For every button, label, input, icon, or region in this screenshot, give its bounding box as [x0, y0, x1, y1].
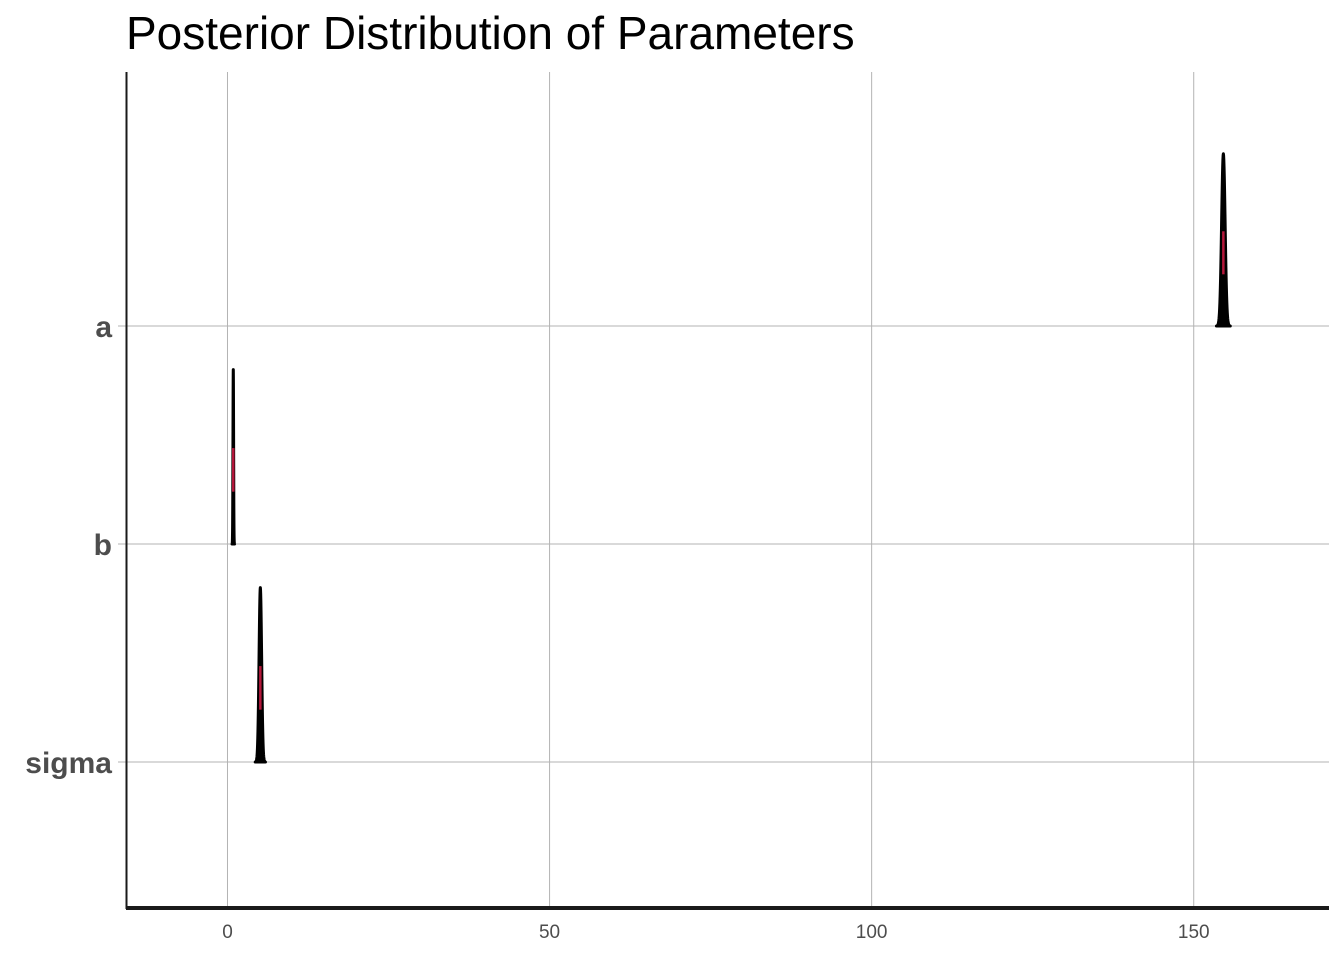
y-tick-label: a: [95, 311, 112, 344]
x-tick-label: 0: [222, 922, 233, 943]
axes: [125, 72, 1329, 910]
x-tick-label: 150: [1178, 922, 1210, 943]
x-tick-label: 50: [539, 922, 560, 943]
grid-lines: [118, 72, 1329, 907]
tick-labels: 0 50 100 150 a b sigma: [25, 311, 1209, 943]
density-ridges: [230, 152, 1232, 764]
y-tick-label: sigma: [25, 747, 112, 780]
x-tick-label: 100: [856, 922, 888, 943]
y-tick-label: b: [94, 529, 112, 562]
chart-title: Posterior Distribution of Parameters: [126, 7, 855, 59]
